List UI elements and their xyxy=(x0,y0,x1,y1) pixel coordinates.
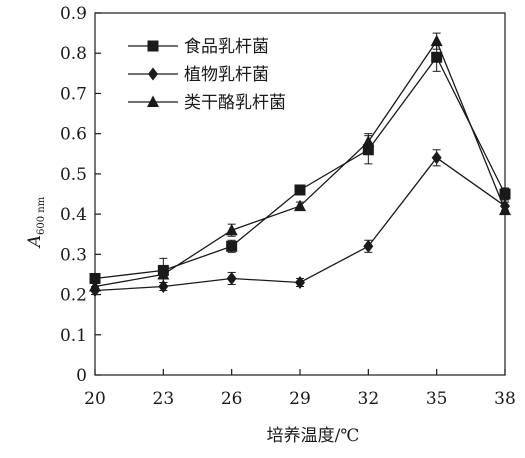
series-2 xyxy=(90,149,510,298)
series-3 xyxy=(89,32,511,292)
data-point xyxy=(226,240,238,252)
x-tick-label: 23 xyxy=(153,389,175,409)
data-point xyxy=(225,223,238,236)
legend-item-2: 植物乳杆菌 xyxy=(128,65,269,85)
data-point xyxy=(499,203,511,216)
legend-swatch-marker xyxy=(147,95,159,107)
data-point xyxy=(89,272,101,284)
legend-label: 类干酪乳杆菌 xyxy=(184,93,286,113)
y-tick-label: 0.2 xyxy=(60,286,87,306)
y-tick-label: 0.1 xyxy=(60,326,87,346)
y-axis-title-subscript: 600 nm xyxy=(36,196,47,235)
y-tick-label: 0.9 xyxy=(60,4,87,24)
data-point xyxy=(499,188,511,200)
legend-item-3: 类干酪乳杆菌 xyxy=(128,93,286,113)
y-tick-label: 0.8 xyxy=(60,44,87,64)
data-point xyxy=(294,184,306,196)
legend-swatch-marker xyxy=(148,67,158,81)
series-line xyxy=(94,39,506,288)
data-point xyxy=(157,267,170,280)
data-point xyxy=(362,135,375,147)
axes: 0 0.1 0.2 0.3 0.4 0.5 0.6 0.7 0.8 0.9 20 23 26 29 32 35… xyxy=(60,4,516,409)
y-tick-label: 0.6 xyxy=(60,125,87,145)
x-tick-label: 20 xyxy=(84,389,106,409)
data-point xyxy=(363,239,374,253)
legend-label: 食品乳杆菌 xyxy=(184,37,269,57)
data-point xyxy=(294,199,306,212)
y-axis-title: A600 nm xyxy=(25,196,47,249)
data-point xyxy=(295,275,305,289)
y-tick-label: 0.4 xyxy=(60,205,87,225)
x-axis-title: 培养温度/℃ xyxy=(267,426,360,446)
series-line xyxy=(94,56,506,280)
data-point xyxy=(158,280,169,294)
x-tick-label: 29 xyxy=(289,389,311,409)
y-tick-label: 0.3 xyxy=(60,245,87,265)
y-tick-label: 0 xyxy=(76,366,87,386)
series-layer xyxy=(89,32,511,298)
x-tick-label: 38 xyxy=(494,389,516,409)
x-tick-label: 35 xyxy=(426,389,448,409)
data-point xyxy=(431,151,442,165)
x-tick-label: 26 xyxy=(221,389,243,409)
data-point xyxy=(431,51,443,63)
x-tick-label: 32 xyxy=(358,389,380,409)
legend-item-1: 食品乳杆菌 xyxy=(128,37,269,57)
data-point xyxy=(89,280,101,292)
legend-swatch-marker xyxy=(147,40,159,52)
legend-label: 植物乳杆菌 xyxy=(184,65,269,85)
data-point xyxy=(430,34,443,47)
y-tick-label: 0.5 xyxy=(60,165,87,185)
y-tick-label: 0.7 xyxy=(60,84,87,104)
data-point xyxy=(226,271,237,285)
